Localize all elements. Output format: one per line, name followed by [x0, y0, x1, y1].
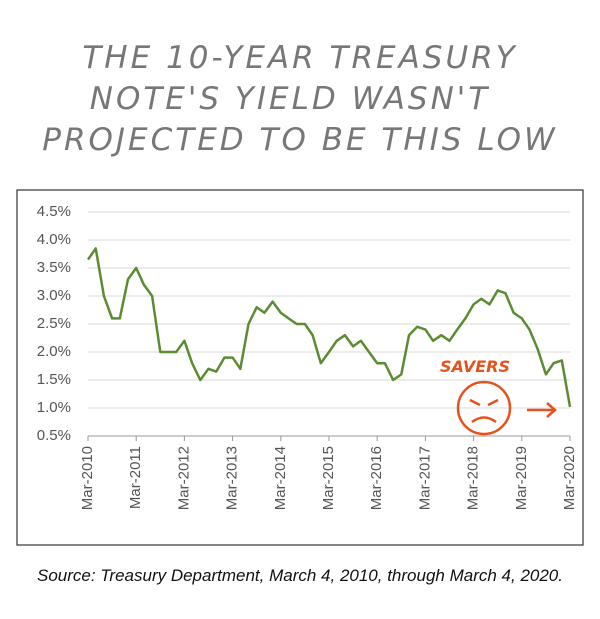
y-tick-label: 3.5% — [37, 259, 71, 276]
face-icon — [456, 380, 557, 436]
x-tick-label: Mar-2010 — [79, 446, 96, 510]
chart-title: PROJECTED TO BE THIS LOW — [42, 122, 557, 158]
x-tick-label: Mar-2019 — [513, 446, 530, 510]
y-tick-label: 0.5% — [37, 427, 71, 444]
x-tick-label: Mar-2016 — [368, 446, 385, 510]
y-tick-label: 4.0% — [37, 231, 71, 248]
y-tick-label: 1.0% — [37, 399, 71, 416]
x-tick-label: Mar-2015 — [320, 446, 337, 510]
plot — [86, 247, 572, 408]
chart-title: NOTE'S YIELD WASN'T — [90, 81, 490, 117]
x-tick-label: Mar-2017 — [416, 446, 433, 510]
x-tick-label: Mar-2014 — [272, 446, 289, 510]
x-tick-label: Mar-2018 — [465, 446, 482, 510]
y-tick-label: 4.5% — [37, 203, 71, 220]
grid: 0.5% 1.0% 1.5% 2.0% 2.5% 3.0% 3.5% 4.0% 4.5% Mar-… — [37, 203, 578, 510]
y-tick-label: 2.5% — [37, 315, 71, 332]
x-tick-label: Mar-2011 — [127, 446, 144, 509]
plot-frame — [16, 189, 584, 546]
x-tick-label: Mar-2020 — [561, 446, 578, 510]
annotation: SAVERS — [440, 357, 510, 376]
y-tick-label: 2.0% — [37, 343, 71, 360]
chart-title: THE 10-YEAR TREASURY — [82, 40, 517, 76]
x-tick-label: Mar-2012 — [175, 446, 192, 510]
y-tick-label: 1.5% — [37, 371, 71, 388]
y-tick-label: 3.0% — [37, 287, 71, 304]
source-note: Source: Treasury Department, March 4, 20… — [37, 566, 563, 585]
x-tick-label: Mar-2013 — [224, 446, 241, 510]
data-line — [86, 247, 572, 408]
